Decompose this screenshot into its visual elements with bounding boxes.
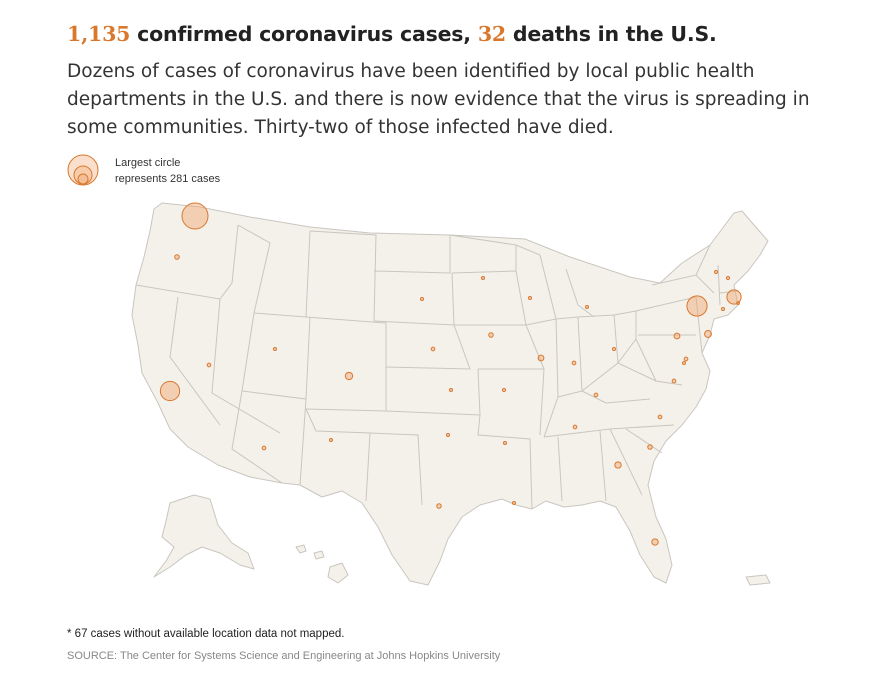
case-marker-new-hampshire[interactable] bbox=[726, 276, 730, 280]
state-borders bbox=[135, 224, 739, 510]
case-marker-oklahoma[interactable] bbox=[446, 433, 450, 437]
case-marker-colorado[interactable] bbox=[344, 371, 354, 381]
case-marker-iowa[interactable] bbox=[488, 332, 494, 338]
states-layer bbox=[131, 202, 771, 586]
case-marker-district-of-columbia[interactable] bbox=[682, 361, 686, 365]
case-marker-minnesota[interactable] bbox=[481, 276, 485, 280]
headline: 1,135 confirmed coronavirus cases, 32 de… bbox=[67, 22, 717, 46]
size-legend: Largest circle represents 281 cases bbox=[67, 153, 327, 193]
deaths-label: deaths in the U.S. bbox=[505, 22, 717, 46]
source: SOURCE: The Center for Systems Science a… bbox=[67, 650, 501, 662]
case-marker-michigan[interactable] bbox=[585, 305, 589, 309]
contiguous-us bbox=[131, 202, 769, 586]
case-marker-kentucky[interactable] bbox=[593, 392, 599, 398]
hawaii bbox=[295, 544, 307, 554]
case-marker-utah[interactable] bbox=[273, 347, 277, 351]
hawaii-2 bbox=[313, 550, 325, 560]
case-marker-oregon[interactable] bbox=[174, 254, 180, 260]
case-marker-arkansas[interactable] bbox=[503, 441, 507, 445]
case-marker-massachusetts[interactable] bbox=[726, 289, 742, 305]
puerto-rico bbox=[745, 574, 771, 586]
case-marker-illinois[interactable] bbox=[537, 354, 545, 362]
case-marker-south-dakota[interactable] bbox=[420, 297, 424, 301]
case-marker-missouri[interactable] bbox=[502, 388, 506, 392]
case-marker-california[interactable] bbox=[159, 380, 181, 402]
case-marker-florida[interactable] bbox=[651, 538, 659, 546]
case-marker-louisiana[interactable] bbox=[512, 501, 516, 505]
case-marker-arizona[interactable] bbox=[261, 445, 267, 451]
case-marker-wisconsin[interactable] bbox=[528, 296, 532, 300]
footnote: * 67 cases without available location da… bbox=[67, 628, 345, 640]
case-marker-new-york[interactable] bbox=[686, 295, 708, 317]
case-marker-south-carolina[interactable] bbox=[647, 444, 653, 450]
case-marker-virginia[interactable] bbox=[671, 378, 677, 384]
case-marker-new-jersey[interactable] bbox=[704, 330, 712, 338]
case-marker-nevada[interactable] bbox=[206, 362, 212, 368]
legend-line-2: represents 281 cases bbox=[115, 173, 221, 185]
dek: Dozens of cases of coronavirus have been… bbox=[67, 61, 810, 138]
case-marker-nebraska[interactable] bbox=[430, 346, 436, 352]
us-map bbox=[131, 202, 771, 586]
legend-circles-icon bbox=[67, 154, 99, 186]
case-marker-north-carolina[interactable] bbox=[657, 414, 663, 420]
case-marker-tennessee[interactable] bbox=[572, 424, 578, 430]
alaska bbox=[153, 494, 255, 578]
case-marker-new-mexico[interactable] bbox=[329, 438, 333, 442]
case-marker-connecticut[interactable] bbox=[721, 307, 725, 311]
case-markers bbox=[159, 202, 742, 546]
legend-line-1: Largest circle bbox=[115, 157, 181, 169]
hawaii-big-island bbox=[327, 562, 349, 584]
case-marker-ohio[interactable] bbox=[612, 347, 616, 351]
cases-label: confirmed coronavirus cases, bbox=[130, 22, 478, 46]
case-marker-pennsylvania[interactable] bbox=[673, 332, 681, 340]
legend-text: Largest circle represents 281 cases bbox=[115, 155, 315, 187]
case-marker-vermont[interactable] bbox=[714, 270, 718, 274]
deaths-count: 32 bbox=[477, 22, 506, 46]
case-marker-washington[interactable] bbox=[181, 202, 209, 230]
cases-count: 1,135 bbox=[67, 22, 131, 46]
case-marker-kansas[interactable] bbox=[449, 388, 453, 392]
case-marker-georgia[interactable] bbox=[614, 461, 622, 469]
case-marker-texas[interactable] bbox=[436, 503, 442, 509]
case-marker-indiana[interactable] bbox=[571, 360, 577, 366]
case-marker-maryland[interactable] bbox=[683, 356, 689, 362]
